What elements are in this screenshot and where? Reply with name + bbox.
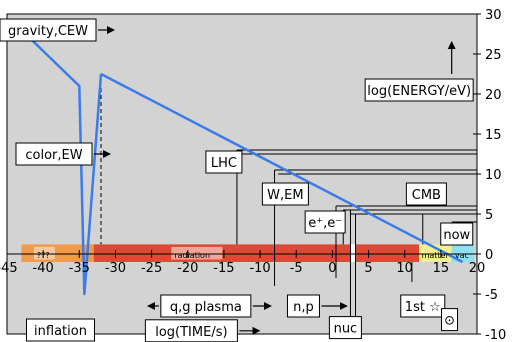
annotation-label: q,g plasma: [170, 300, 242, 315]
annotation-boxes: gravity,CEW color,EW LHC W,EM e⁺,e⁻ CMB now log…: [0, 18, 474, 342]
annotation-label: e⁺,e⁻: [308, 216, 342, 231]
era-label-bg: [33, 246, 55, 260]
annotation-label: CMB: [412, 188, 441, 203]
y-tick-label: -10: [485, 328, 506, 342]
x-tick-label: -45: [0, 261, 18, 276]
annotation-box: [205, 150, 243, 174]
era-segment: [419, 244, 452, 262]
annotation-box: [0, 18, 97, 42]
era-label: vac: [455, 251, 469, 260]
annotation-box: [304, 210, 346, 234]
x-tick-label: -15: [213, 261, 234, 276]
era-segment: [451, 244, 475, 262]
annotation-label: W,EM: [267, 188, 303, 203]
annotation-box: [441, 308, 459, 332]
era-label: radiation: [174, 251, 210, 260]
y-tick-label: 20: [485, 88, 502, 103]
x-tick-label: -5: [290, 261, 303, 276]
annotation-label: log(TIME/s): [155, 325, 227, 340]
x-tick-label: -10: [249, 261, 270, 276]
annotation-box: [286, 294, 320, 318]
annotation-label: ⊙: [444, 314, 455, 329]
annotation-box: [160, 294, 252, 318]
annotation-box: [405, 182, 447, 206]
x-tick-label: 15: [433, 261, 450, 276]
y-tick-label: 10: [485, 168, 502, 183]
annotation-box: [261, 182, 309, 206]
annotation-label: now: [443, 228, 470, 243]
y-tick-label: 0: [485, 248, 493, 263]
x-tick-label: -25: [141, 261, 162, 276]
annotation-box: [328, 316, 362, 340]
y-tick-label: 25: [485, 48, 502, 63]
annotation-box: [400, 294, 446, 318]
era-segment: [355, 244, 420, 262]
y-tick-label: -5: [485, 288, 498, 303]
annotation-label: 1st ☆: [405, 300, 441, 315]
x-tick-label: -30: [105, 261, 126, 276]
curve-segment-0: [20, 29, 103, 296]
x-tick-label: -40: [33, 261, 54, 276]
y-tick-label: 30: [485, 8, 502, 23]
x-tick-label: 20: [469, 261, 486, 276]
annotation-box: [15, 142, 93, 166]
annotation-label: color,EW: [25, 148, 82, 163]
x-tick-label: -35: [69, 261, 90, 276]
annotation-box: [26, 318, 96, 342]
axes: -45 -40 -35 -30 -25 -20 -15 -10 -5 0 5 10 15 20 -10 -5 0…: [0, 8, 506, 342]
annotation-label: inflation: [34, 324, 87, 339]
y-tick-label: 15: [485, 128, 502, 143]
x-tick-label: 0: [328, 261, 336, 276]
annotation-label: n,p: [293, 300, 314, 315]
y-tick-label: 5: [485, 208, 493, 223]
annotation-label: gravity,CEW: [8, 24, 88, 39]
x-tick-label: 5: [364, 261, 372, 276]
era-segment: [350, 244, 356, 262]
annotation-box: [364, 78, 474, 102]
annotation-label: LHC: [211, 156, 237, 171]
annotation-box: [440, 222, 474, 246]
curve-segment-1: [100, 72, 464, 264]
era-label-bg: [171, 246, 223, 260]
energy-curve: [20, 29, 464, 296]
era-label: matter: [422, 251, 450, 260]
annotation-label: nuc: [334, 322, 358, 337]
x-tick-label: -20: [177, 261, 198, 276]
annotation-label: log(ENERGY/eV): [367, 84, 471, 99]
x-tick-label: 10: [396, 261, 413, 276]
